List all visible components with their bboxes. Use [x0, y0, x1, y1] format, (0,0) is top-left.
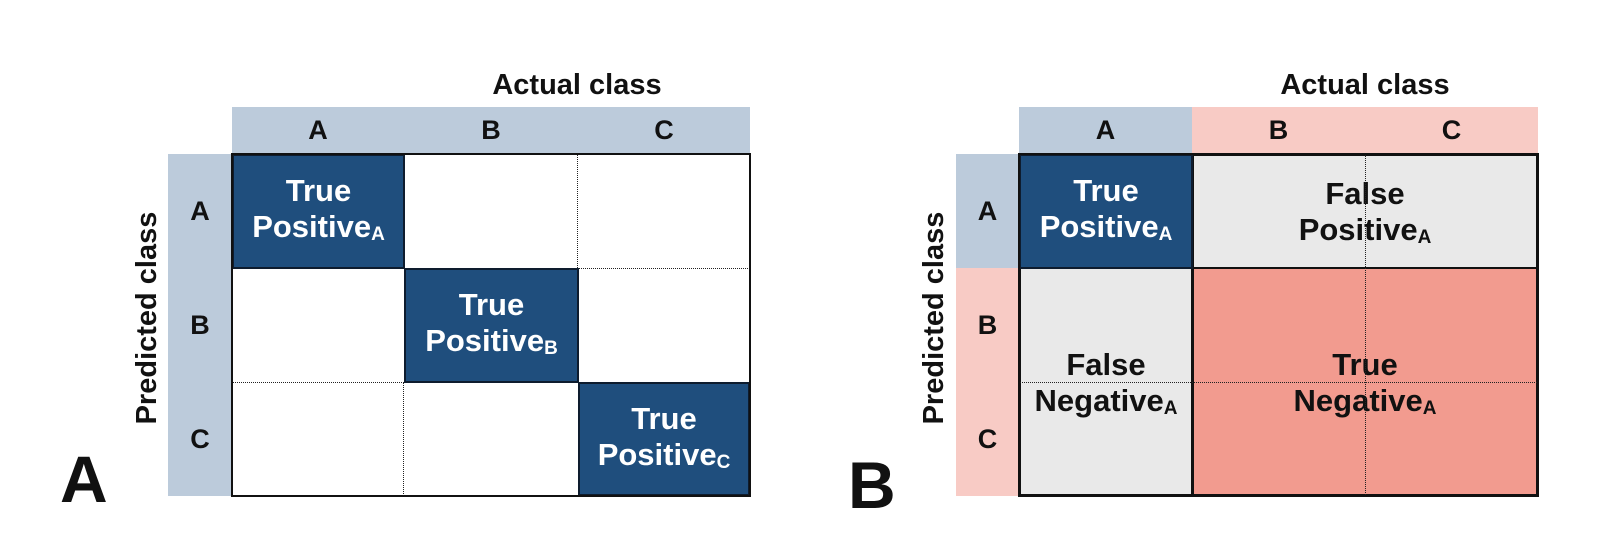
panel-a-row-label-a: A — [190, 195, 210, 226]
panel-b-column-label-b: B — [1268, 115, 1289, 145]
panel-a-row-label-c: C — [190, 423, 210, 454]
cell-line2: Negative — [1293, 383, 1423, 418]
panel-b-y-title: Predicted class — [918, 211, 950, 425]
panel-a-x-title: Actual class — [492, 69, 662, 101]
panel-b-cell-false-negative: False NegativeA — [1019, 267, 1193, 496]
cell-line2: Positive — [597, 436, 717, 472]
panel-b-row-label-c: C — [977, 423, 998, 454]
cell-subscript: B — [544, 338, 558, 359]
panel-a-grid-line — [577, 154, 578, 268]
panel-b-row-header-band-bc — [956, 268, 1019, 496]
panel-a-grid-line — [403, 382, 404, 496]
cell-subscript: A — [1163, 398, 1178, 419]
panel-a-cell-true-positive-c: True PositiveC — [578, 382, 750, 496]
panel-a-row-label-b: B — [190, 309, 210, 340]
cell-line2: Positive — [1039, 209, 1159, 244]
cell-line1: False — [1066, 347, 1146, 382]
cell-line1: True — [285, 173, 352, 208]
panel-b-letter: B — [848, 448, 896, 522]
cell-subscript: A — [371, 224, 385, 245]
panel-a-column-label-c: C — [654, 115, 674, 145]
cell-line2: Positive — [425, 323, 545, 358]
panel-b-column-header-band-bc — [1192, 107, 1538, 154]
cell-line1: True — [631, 400, 697, 436]
panel-b-column-label-a: A — [1095, 115, 1116, 145]
panel-a-letter: A — [60, 442, 108, 516]
panel-a: A Actual class A B C A B C Predicted cla… — [60, 71, 751, 516]
panel-a-grid-line — [578, 268, 750, 269]
panel-b-row-label-b: B — [977, 309, 998, 340]
cell-subscript: A — [1158, 224, 1173, 245]
panel-b-row-label-a: A — [977, 195, 998, 226]
panel-b-x-title: Actual class — [1280, 69, 1450, 101]
panel-a-row-header-band — [168, 154, 232, 496]
panel-a-cell-true-positive-b: True PositiveB — [404, 268, 579, 383]
cell-subscript: A — [1417, 227, 1432, 248]
cell-line2: Positive — [1298, 212, 1418, 247]
cell-line1: True — [458, 287, 525, 322]
cell-line2: Negative — [1034, 383, 1164, 418]
panel-b-column-header-band-a — [1019, 107, 1192, 154]
cell-subscript: C — [716, 451, 731, 473]
panel-a-column-header-band — [232, 107, 750, 154]
panel-a-column-label-b: B — [481, 115, 501, 145]
panel-a-grid-line — [232, 382, 404, 383]
panel-b-cell-true-positive: True PositiveA — [1019, 154, 1193, 269]
cell-subscript: A — [1422, 398, 1437, 419]
panel-a-cell-true-positive-a: True PositiveA — [232, 154, 405, 269]
cell-line1: True — [1073, 173, 1139, 208]
panel-b-grid-line — [1365, 155, 1366, 495]
panel-a-matrix-frame — [231, 153, 751, 497]
panel-b-column-label-c: C — [1441, 115, 1462, 145]
panel-b-grid-line — [1020, 382, 1537, 383]
cell-line2: Positive — [252, 209, 372, 244]
panel-a-column-label-a: A — [308, 115, 328, 145]
panel-b-row-header-band-a — [956, 154, 1019, 268]
panel-b-matrix-frame — [1018, 153, 1539, 497]
